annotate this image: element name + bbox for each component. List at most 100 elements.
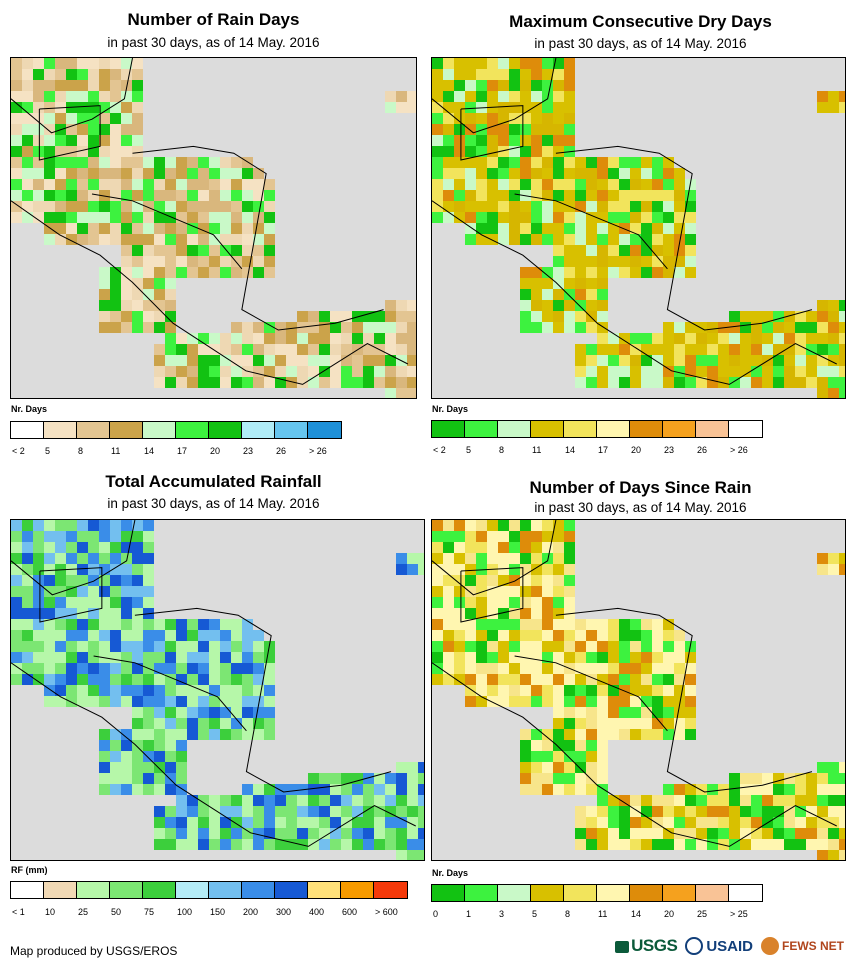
map-cell: [297, 366, 308, 377]
map-cell: [220, 333, 231, 344]
map-cell: [520, 619, 531, 630]
map-cell: [454, 201, 465, 212]
map-cell: [509, 520, 520, 531]
map-cell: [520, 179, 531, 190]
map-cell: [165, 245, 176, 256]
map-cell: [330, 333, 341, 344]
map-cell: [740, 333, 751, 344]
map-cell: [187, 234, 198, 245]
map-cell: [432, 641, 443, 652]
map-cell: [685, 223, 696, 234]
map-cell: [542, 157, 553, 168]
map-cell: [641, 267, 652, 278]
map-cell: [630, 641, 641, 652]
map-cell: [198, 619, 209, 630]
map-cell: [531, 212, 542, 223]
map-cell: [630, 795, 641, 806]
map-cell: [520, 223, 531, 234]
map-cell: [253, 190, 264, 201]
map-cell: [132, 124, 143, 135]
map-cell: [363, 344, 374, 355]
map-cell: [509, 663, 520, 674]
map-cell: [597, 245, 608, 256]
map-cell: [77, 564, 88, 575]
legend-tick: 300: [276, 907, 292, 917]
map-cell: [597, 333, 608, 344]
map-cell: [132, 146, 143, 157]
map-cell: [454, 179, 465, 190]
map-cell: [630, 223, 641, 234]
map-cell: [121, 135, 132, 146]
map-cell: [209, 707, 220, 718]
map-cell: [531, 586, 542, 597]
map-cell: [839, 388, 845, 398]
map-cell: [586, 344, 597, 355]
map-cell: [542, 124, 553, 135]
legend-swatch: [630, 421, 663, 437]
map-cell: [542, 113, 553, 124]
map-cell: [121, 597, 132, 608]
map-cell: [586, 300, 597, 311]
map-cell: [231, 201, 242, 212]
map-cell: [11, 124, 22, 135]
map-cell: [542, 146, 553, 157]
map-cell: [264, 663, 275, 674]
map-cell: [264, 377, 275, 388]
map-cell: [165, 179, 176, 190]
legend-swatch: [308, 882, 341, 898]
map-cell: [817, 762, 828, 773]
map-cell: [154, 212, 165, 223]
map-cell: [597, 322, 608, 333]
map-cell: [22, 575, 33, 586]
map-cell: [564, 751, 575, 762]
map-cell: [110, 740, 121, 751]
map-cell: [553, 575, 564, 586]
map-cell: [143, 751, 154, 762]
panel-subtitle: in past 30 days, as of 14 May. 2016: [107, 496, 320, 511]
map-cell: [363, 773, 374, 784]
map-cell: [253, 344, 264, 355]
map-cell: [44, 124, 55, 135]
map-cell: [564, 553, 575, 564]
map-cell: [498, 157, 509, 168]
map-cell: [487, 212, 498, 223]
map-cell: [828, 828, 839, 839]
map-cell: [674, 267, 685, 278]
map-cell: [641, 201, 652, 212]
map-cell: [619, 817, 630, 828]
map-cell: [740, 773, 751, 784]
map-cell: [198, 817, 209, 828]
map-cell: [198, 663, 209, 674]
map-cell: [352, 377, 363, 388]
map-cell: [630, 201, 641, 212]
map-cell: [509, 575, 520, 586]
map-cell: [586, 740, 597, 751]
map-cell: [454, 575, 465, 586]
map-cell: [773, 828, 784, 839]
map-cell: [176, 619, 187, 630]
map-cell: [209, 256, 220, 267]
map-cell: [132, 652, 143, 663]
map-cell: [143, 300, 154, 311]
map-cell: [209, 674, 220, 685]
map-cell: [476, 146, 487, 157]
map-cell: [55, 685, 66, 696]
map-cell: [253, 179, 264, 190]
map-cell: [520, 168, 531, 179]
map-cell: [132, 157, 143, 168]
map-cell: [187, 267, 198, 278]
map-cell: [608, 344, 619, 355]
map-cell: [209, 267, 220, 278]
map-cell: [396, 300, 407, 311]
map-cell: [407, 762, 418, 773]
map-cell: [330, 377, 341, 388]
map-cell: [784, 839, 795, 850]
legend-tick: 11: [598, 909, 608, 919]
map-cell: [110, 201, 121, 212]
map-cell: [443, 201, 454, 212]
map-cell: [432, 80, 443, 91]
map-cell: [110, 322, 121, 333]
map-cell: [165, 212, 176, 223]
map-cell: [641, 179, 652, 190]
map-cell: [220, 641, 231, 652]
